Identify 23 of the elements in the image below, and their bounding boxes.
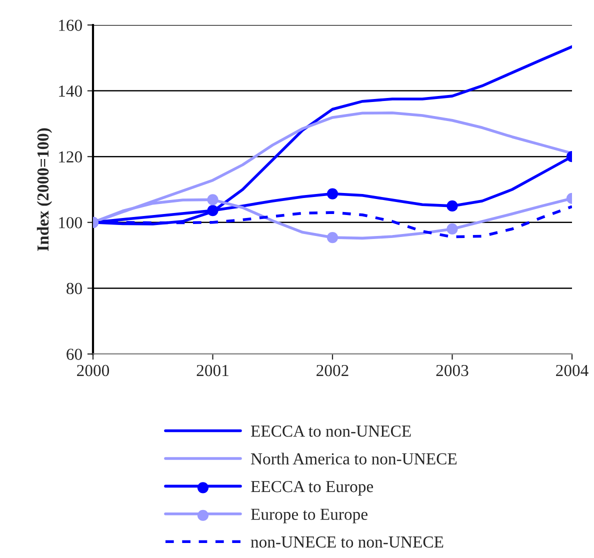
point (446, 200, 458, 212)
x-tick-label: 2000 (77, 364, 110, 376)
point (207, 205, 218, 216)
y-tick-label: 120 (59, 151, 82, 163)
legend-label: EECCA to non-UNECE (250, 426, 411, 437)
legend-label: Europe to Europe (250, 508, 368, 524)
x-tick-label: 2002 (316, 364, 348, 376)
x-tick-label: 2004 (556, 364, 588, 376)
point (207, 194, 218, 206)
x-tick-label: 2003 (436, 364, 468, 376)
y-tick-label: 100 (59, 217, 82, 228)
y-tick-label: 160 (59, 20, 82, 31)
y-axis-title: Index (2000=100) (36, 128, 52, 251)
legend-label: North America to non-UNECE (250, 452, 457, 464)
y-tick-label: 140 (59, 86, 82, 97)
legend-label: EECCA to Europe (250, 480, 374, 496)
point (446, 223, 458, 235)
point (326, 188, 338, 200)
legend-label: non-UNECE to non-UNECE (250, 536, 444, 548)
x-tick-label: 2001 (196, 364, 228, 376)
y-tick-label: 60 (66, 348, 82, 360)
point (326, 232, 338, 244)
y-tick-label: 80 (66, 282, 82, 294)
